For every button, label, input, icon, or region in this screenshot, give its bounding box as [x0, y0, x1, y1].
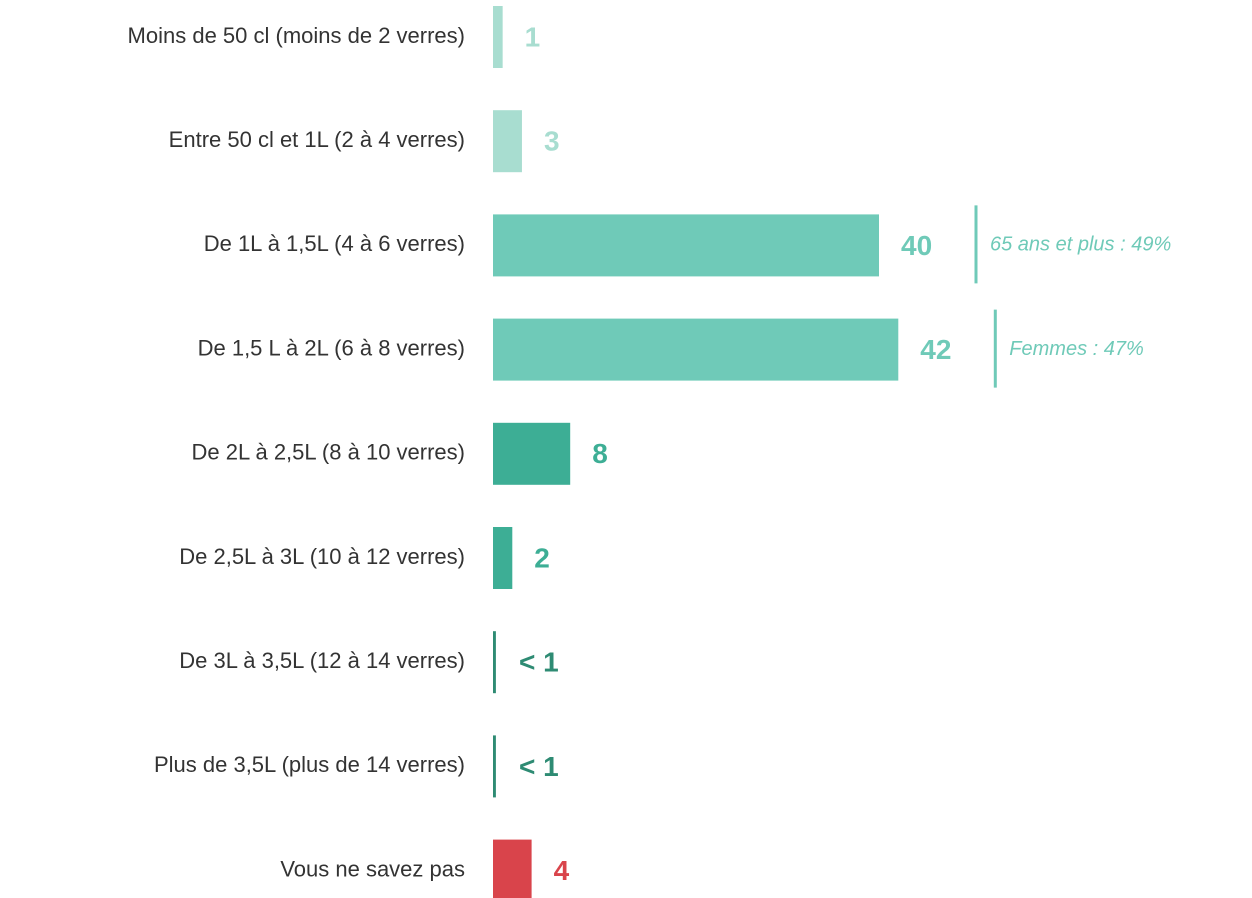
category-label: Moins de 50 cl (moins de 2 verres) — [128, 23, 465, 48]
category-label: De 1L à 1,5L (4 à 6 verres) — [204, 231, 465, 256]
category-label: Entre 50 cl et 1L (2 à 4 verres) — [169, 127, 465, 152]
value-label: 2 — [534, 542, 550, 573]
bar — [493, 214, 879, 277]
bar — [493, 318, 899, 381]
category-label: De 3L à 3,5L (12 à 14 verres) — [179, 648, 465, 673]
category-label: Vous ne savez pas — [280, 856, 465, 881]
bar — [493, 839, 532, 898]
bar — [493, 422, 571, 485]
bar — [493, 527, 513, 589]
bar — [493, 110, 522, 173]
bar — [493, 735, 496, 798]
value-label: 42 — [920, 334, 951, 365]
value-label: 3 — [544, 126, 560, 157]
value-label: 4 — [554, 855, 570, 886]
value-label: 1 — [525, 21, 541, 52]
bar — [493, 6, 503, 68]
category-label: Plus de 3,5L (plus de 14 verres) — [154, 752, 465, 777]
value-label: 8 — [592, 438, 608, 469]
annotation: 65 ans et plus : 49% — [990, 234, 1171, 256]
bar — [493, 631, 496, 694]
value-label: < 1 — [519, 751, 559, 782]
category-label: De 2L à 2,5L (8 à 10 verres) — [191, 440, 465, 465]
value-label: 40 — [901, 230, 932, 261]
annotation: Femmes : 47% — [1009, 338, 1143, 360]
value-label: < 1 — [519, 647, 559, 678]
category-label: De 2,5L à 3L (10 à 12 verres) — [179, 544, 465, 569]
category-label: De 1,5 L à 2L (6 à 8 verres) — [198, 335, 465, 360]
